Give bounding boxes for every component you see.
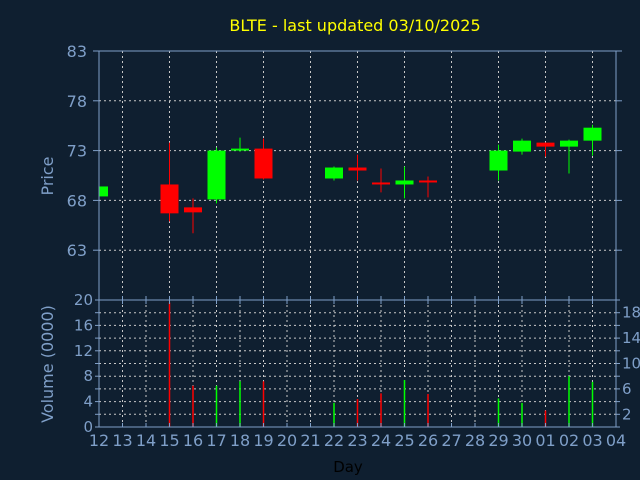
volume-bar [427,393,429,427]
x-tick-label: 02 [559,431,579,450]
x-tick-label: 01 [535,431,555,450]
x-tick-label: 27 [441,431,461,450]
candle-body [372,182,390,185]
volume-panel-frame [98,299,617,428]
price-tick-label: 63 [67,241,87,260]
x-tick-label: 15 [159,431,179,450]
candle-body [254,148,273,179]
grid-lines [99,51,616,427]
volume-bar [356,399,359,427]
volume-tick-label: 0 [83,418,93,436]
x-tick-label: 17 [206,431,226,450]
volume-tick-label: 14 [622,329,640,347]
candle-body [395,180,414,185]
x-axis-label: Day [333,458,363,476]
chart-title: BLTE - last updated 03/10/2025 [229,16,480,35]
candle-body [489,150,508,171]
x-tick-label: 24 [371,431,391,450]
volume-tick-label: 10 [622,355,640,373]
volume-bar [262,381,265,427]
candle-body [536,142,555,147]
volume-bar [403,380,406,427]
x-tick-label: 25 [394,431,414,450]
x-tick-label: 19 [253,431,273,450]
volume-bar [380,393,382,427]
x-tick-label: 21 [300,431,320,450]
x-tick-label: 23 [347,431,367,450]
x-tick-label: 14 [136,431,156,450]
volume-bar [497,398,500,427]
price-tick-label: 73 [67,142,87,161]
volume-tick-label: 18 [622,304,640,322]
x-tick-label: 30 [512,431,532,450]
volume-tick-label: 20 [74,291,93,309]
x-tick-label: 18 [230,431,250,450]
x-tick-label: 16 [183,431,203,450]
candle-body [231,148,249,151]
x-tick-label: 29 [488,431,508,450]
x-tick-label: 12 [89,431,109,450]
volume-bar [168,302,171,427]
price-axis-label: Price [38,156,57,195]
candle-body [160,184,179,214]
candle-body [348,167,367,171]
x-tick-label: 13 [112,431,132,450]
volume-bar [591,381,594,427]
candle-body [99,186,108,197]
x-tick-label: 20 [277,431,297,450]
volume-tick-label: 8 [83,367,93,385]
x-tick-label: 26 [418,431,438,450]
x-tick-label: 28 [465,431,485,450]
volume-bar [568,376,570,427]
volume-bar [215,385,218,427]
price-tick-label: 78 [67,92,87,111]
x-tick-label: 03 [582,431,602,450]
volume-tick-label: 6 [622,380,632,398]
candle-body [325,167,343,179]
volume-bar [333,402,335,427]
x-tick-label: 04 [606,431,626,450]
volume-tick-label: 16 [74,316,93,334]
x-tick-label: 22 [324,431,344,450]
chart-marks [99,124,602,427]
volume-bar [192,385,194,427]
price-tick-label: 83 [67,42,87,61]
candle-body [583,127,602,141]
volume-tick-label: 12 [74,342,93,360]
volume-tick-label: 2 [622,405,632,423]
volume-bar [521,402,523,427]
candle-body [560,140,578,147]
volume-tick-label: 4 [83,393,93,411]
price-tick-label: 68 [67,191,87,210]
candle-body [184,207,202,213]
volume-axis-label: Volume (0000) [38,305,57,423]
candle-body [207,150,226,200]
candle-body [419,180,437,183]
volume-bar [544,410,547,427]
candle-body [513,140,531,152]
volume-bar [239,381,241,427]
